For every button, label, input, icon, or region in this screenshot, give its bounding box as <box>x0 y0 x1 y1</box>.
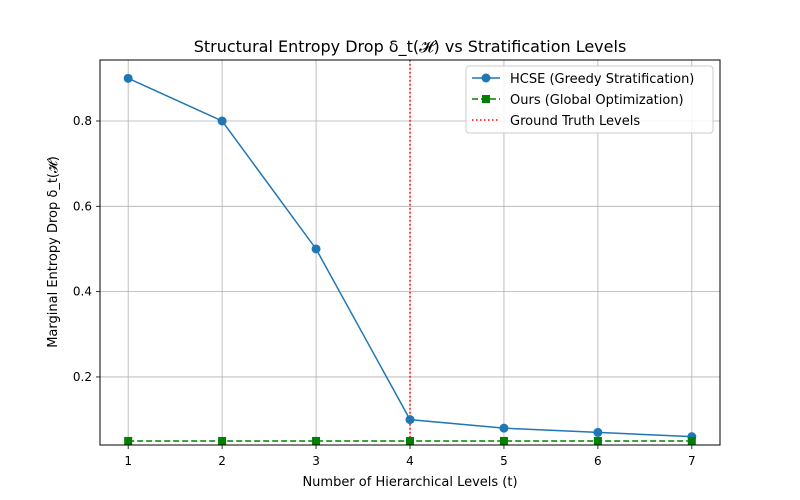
series-point-1 <box>405 415 415 425</box>
legend: HCSE (Greedy Stratification) Ours (Global… <box>465 65 714 134</box>
x-axis-ticks: 1 2 3 4 5 6 7 <box>124 445 696 468</box>
series-point-2 <box>406 436 414 445</box>
series-point-1 <box>593 427 603 437</box>
x-tick-label: 1 <box>124 454 132 468</box>
y-axis-label: Marginal Entropy Drop δ_t(𝓗) <box>46 156 61 348</box>
legend-entry-label: Ours (Global Optimization) <box>510 93 684 108</box>
y-tick-label: 0.4 <box>73 285 92 299</box>
series-point-2 <box>593 436 602 445</box>
series-point-2 <box>687 436 696 445</box>
legend-box <box>465 65 714 134</box>
series-point-1 <box>123 73 133 83</box>
legend-entry-label: HCSE (Greedy Stratification) <box>510 72 694 87</box>
x-tick-label: 2 <box>218 454 226 468</box>
chart-title: Structural Entropy Drop δ_t(𝓗) vs Strati… <box>194 37 627 57</box>
legend-marker <box>482 95 490 103</box>
series-point-2 <box>124 436 133 445</box>
y-tick-label: 0.6 <box>73 199 92 213</box>
series-point-1 <box>311 244 321 254</box>
x-axis-label: Number of Hierarchical Levels (t) <box>302 475 517 490</box>
y-tick-label: 0.2 <box>73 370 92 384</box>
series-point-2 <box>218 436 227 445</box>
series-point-1 <box>217 116 227 126</box>
x-tick-label: 6 <box>594 454 602 468</box>
y-tick-label: 0.8 <box>73 114 92 128</box>
legend-marker <box>481 73 491 83</box>
data-series <box>123 73 697 445</box>
x-tick-label: 5 <box>500 454 508 468</box>
x-tick-label: 7 <box>688 454 696 468</box>
series-point-2 <box>312 436 321 445</box>
legend-entry-label: Ground Truth Levels <box>510 114 640 129</box>
series-point-2 <box>499 436 508 445</box>
x-tick-label: 3 <box>312 454 320 468</box>
series-point-1 <box>499 423 509 433</box>
y-axis-ticks: 0.2 0.4 0.6 0.8 <box>73 114 100 384</box>
x-tick-label: 4 <box>406 454 414 468</box>
